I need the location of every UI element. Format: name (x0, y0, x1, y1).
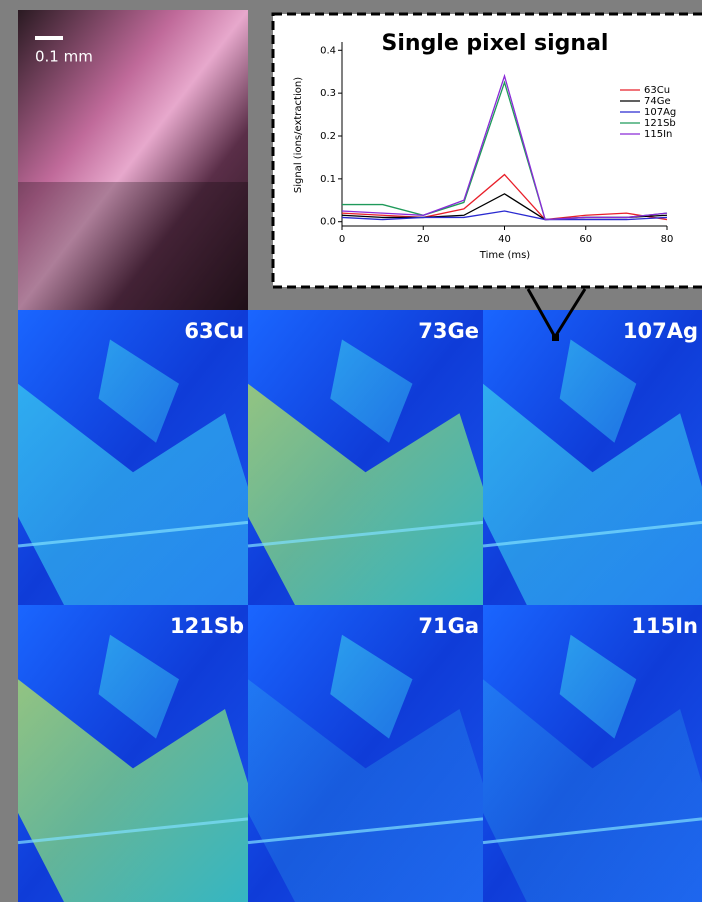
y-axis-label: Signal (ions/extraction) (293, 77, 304, 193)
x-tick-label: 0 (339, 234, 345, 245)
legend-label: 115In (644, 129, 672, 140)
chart-title: Single pixel signal (382, 31, 609, 56)
panel-label: 71Ga (418, 614, 479, 638)
legend-label: 121Sb (644, 118, 676, 129)
x-tick-label: 40 (498, 234, 511, 245)
y-tick-label: 0.1 (320, 174, 336, 185)
legend-label: 107Ag (644, 107, 676, 118)
x-tick-label: 60 (579, 234, 592, 245)
y-tick-label: 0.0 (320, 217, 336, 228)
x-tick-label: 80 (661, 234, 674, 245)
panel-label: 121Sb (170, 614, 244, 638)
x-tick-label: 20 (417, 234, 430, 245)
panel-label: 115In (631, 614, 698, 638)
pixel-marker (552, 334, 559, 341)
x-axis-label: Time (ms) (479, 250, 531, 261)
panel-label: 73Ge (418, 319, 479, 343)
y-tick-label: 0.2 (320, 131, 336, 142)
photo-shade (18, 182, 248, 310)
panel-label: 63Cu (184, 319, 244, 343)
panel-label: 107Ag (623, 319, 698, 343)
y-tick-label: 0.4 (320, 45, 336, 56)
legend-label: 74Ge (644, 96, 671, 107)
y-tick-label: 0.3 (320, 88, 336, 99)
figure: 0.1 mm 63Cu73Ge107Ag121Sb71Ga115In Singl… (0, 0, 702, 902)
scale-label: 0.1 mm (35, 48, 93, 66)
legend-label: 63Cu (644, 85, 670, 96)
